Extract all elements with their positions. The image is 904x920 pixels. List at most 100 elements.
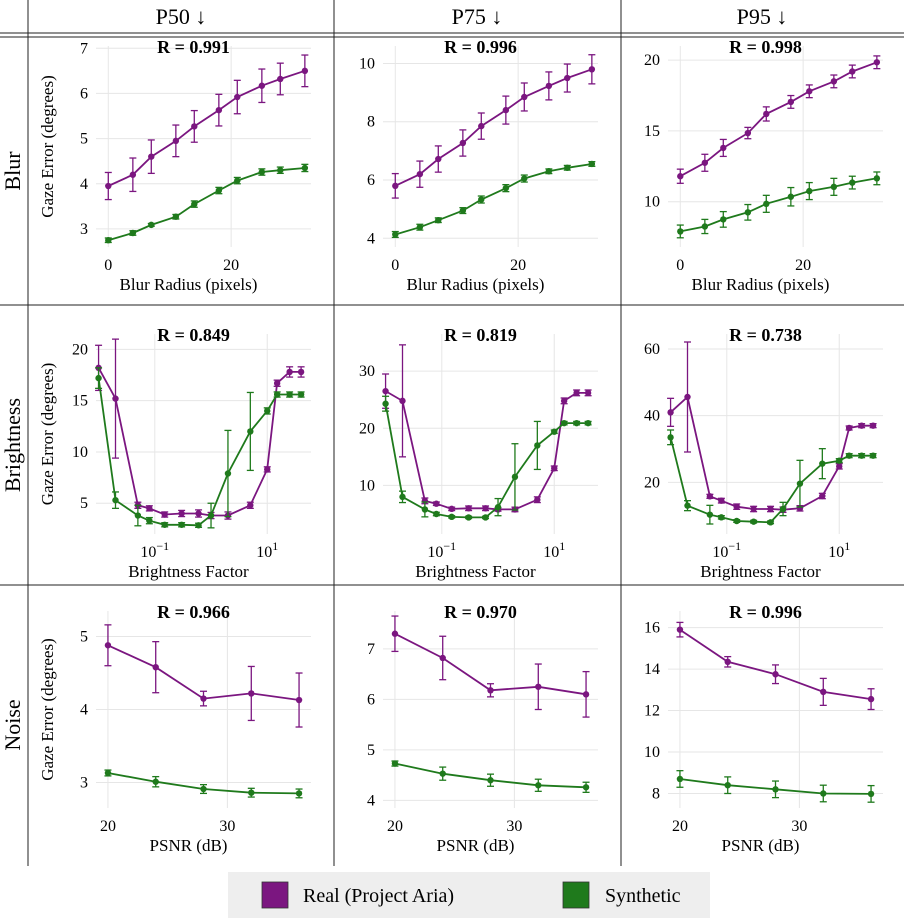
x-axis-label: Blur Radius (pixels) [120, 275, 258, 294]
x-tick-label: 101 [256, 539, 278, 561]
data-point [178, 510, 185, 517]
data-point [560, 419, 568, 427]
chart-title: R = 0.738 [729, 325, 802, 345]
legend-swatch-synthetic [562, 881, 590, 909]
data-point [129, 171, 137, 178]
data-point [191, 200, 198, 208]
y-tick-label: 10 [644, 194, 660, 211]
data-point [820, 688, 827, 696]
data-point [676, 775, 684, 783]
x-tick-label: 20 [387, 818, 403, 835]
chart-title: R = 0.970 [444, 602, 517, 622]
data-point [706, 493, 714, 500]
data-point [676, 626, 684, 633]
data-point [836, 463, 843, 470]
data-point [867, 790, 875, 798]
chart-title: R = 0.996 [729, 602, 802, 622]
data-point [264, 407, 271, 415]
data-point [161, 511, 168, 518]
data-point [439, 770, 446, 777]
series-real [391, 615, 590, 718]
data-point [421, 506, 429, 513]
data-point [215, 106, 223, 114]
series-synthetic [676, 171, 881, 239]
data-point [264, 466, 271, 473]
data-point [521, 93, 528, 101]
data-point [382, 400, 389, 407]
data-point [573, 419, 580, 427]
chart-bright-p95: R = 0.738 20 40 60 10−1 101 Brightness Factor [644, 325, 883, 581]
data-point [858, 422, 865, 429]
data-point [478, 196, 485, 203]
data-point [178, 521, 185, 528]
x-tick-exponent: −1 [728, 539, 741, 553]
data-point [582, 784, 590, 791]
data-point [273, 391, 281, 398]
data-point [295, 790, 303, 797]
data-point [869, 452, 877, 459]
data-point [104, 642, 112, 649]
data-point [247, 428, 254, 435]
data-point [478, 122, 485, 130]
data-point [433, 500, 440, 507]
data-point [487, 777, 494, 784]
data-point [733, 517, 740, 525]
data-point [391, 630, 399, 637]
data-point [845, 452, 853, 459]
data-point [273, 380, 281, 387]
data-point [392, 231, 399, 238]
data-point [112, 496, 119, 504]
data-point [551, 465, 558, 472]
chart-bright-p75: R = 0.819 10 20 30 10−1 101 Brightness Factor [359, 325, 598, 581]
x-axis-label: Brightness Factor [128, 562, 249, 581]
data-point [849, 179, 856, 186]
x-tick-label: 0 [676, 257, 684, 274]
y-tick-label: 7 [367, 641, 375, 658]
data-point [195, 510, 202, 517]
data-point [718, 497, 725, 504]
data-point [301, 67, 309, 75]
data-point [677, 173, 684, 180]
data-point [439, 654, 446, 662]
data-point [482, 514, 489, 521]
data-point [750, 505, 757, 513]
y-tick-label: 40 [644, 408, 660, 425]
x-axis-label: Brightness Factor [700, 562, 821, 581]
x-tick-label: 10−1 [712, 539, 741, 561]
x-axis-label: Brightness Factor [415, 562, 536, 581]
data-point [720, 144, 727, 152]
y-axis-label: Gaze Error (degrees) [38, 638, 57, 781]
y-axis-label: Gaze Error (degrees) [38, 363, 57, 506]
data-point [295, 696, 303, 704]
chart-bright-p50: R = 0.849 5 10 15 20 10−1 101 Brightness Factor… [38, 325, 311, 581]
data-point [684, 502, 691, 509]
x-tick-label: 10−1 [140, 539, 169, 561]
data-point [867, 695, 875, 703]
data-point [667, 409, 674, 416]
series-line-real [97, 367, 302, 517]
data-point [701, 159, 709, 166]
y-tick-label: 10 [359, 477, 375, 494]
data-point [819, 492, 826, 500]
data-point [248, 690, 255, 697]
data-point [258, 82, 266, 89]
data-point [482, 505, 489, 512]
data-point [806, 88, 813, 95]
y-tick-label: 15 [644, 123, 660, 140]
data-point [573, 389, 580, 397]
data-point [105, 237, 112, 244]
table-lines [0, 0, 904, 866]
series-real [391, 54, 596, 199]
data-point [873, 59, 881, 66]
data-point [297, 368, 305, 376]
data-point [435, 217, 442, 224]
data-point [772, 786, 779, 793]
x-tick-label: 20 [795, 257, 811, 274]
y-tick-label: 20 [644, 52, 660, 69]
x-tick-label: 20 [100, 818, 116, 835]
data-point [535, 683, 542, 690]
chart-title: R = 0.819 [444, 325, 517, 345]
data-point [234, 177, 241, 184]
